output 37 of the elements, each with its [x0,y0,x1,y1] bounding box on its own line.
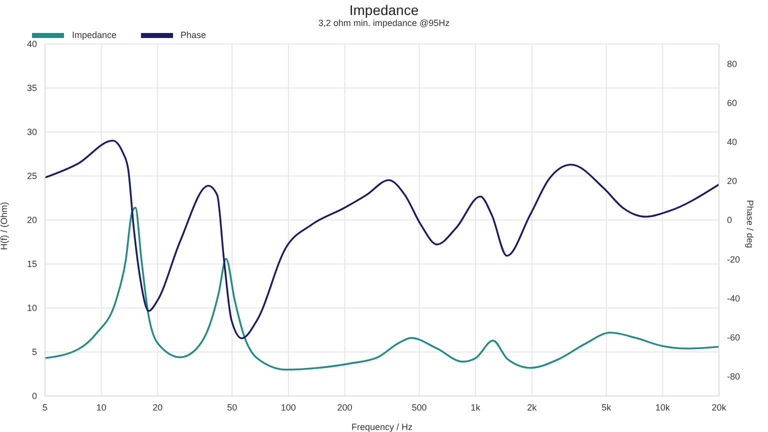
y2-tick-label: 40 [727,136,738,147]
x-tick-label: 2k [527,402,538,412]
legend-label: Phase [180,30,206,40]
x-tick-label: 1k [470,402,481,412]
x-axis-title: Frequency / Hz [351,422,414,432]
chart-title: Impedance [348,2,420,18]
y-tick-label: 5 [32,347,37,358]
x-tick-label: 500 [412,402,427,412]
y-tick-label: 25 [26,171,37,182]
y2-tick-label: -80 [727,372,740,382]
y-tick-label: 30 [26,127,37,138]
x-tick-label: 20k [712,402,727,412]
y2-axis-title: Phase / deg [744,200,755,248]
y2-tick-label: 0 [727,215,732,226]
x-tick-label: 10k [655,402,670,412]
legend-label: Impedance [72,30,117,40]
chart-subtitle: 3,2 ohm min. impedance @95Hz [317,18,451,28]
x-tick-label: 50 [227,402,238,412]
y2-tick-label: -40 [727,293,740,304]
y-tick-label: 20 [26,215,37,226]
y-tick-label: 35 [26,83,37,94]
y-tick-label: 15 [26,259,37,270]
x-tick-label: 5k [602,402,612,412]
y-tick-label: 10 [26,303,37,314]
y2-tick-label: -20 [727,254,740,264]
y-tick-label: 0 [32,391,37,402]
y2-tick-label: 80 [727,58,738,69]
x-tick-label: 100 [280,402,296,412]
y2-tick-label: 60 [727,98,738,108]
x-tick-label: 200 [337,402,352,412]
y2-tick-label: -60 [727,332,740,343]
y2-tick-label: 20 [727,176,738,186]
x-tick-label: 5 [42,402,48,412]
x-tick-label: 10 [96,402,106,412]
x-tick-label: 20 [152,402,163,412]
y-axis-title: H(f) / (Ohm) [0,202,10,250]
y-tick-label: 40 [26,39,37,50]
